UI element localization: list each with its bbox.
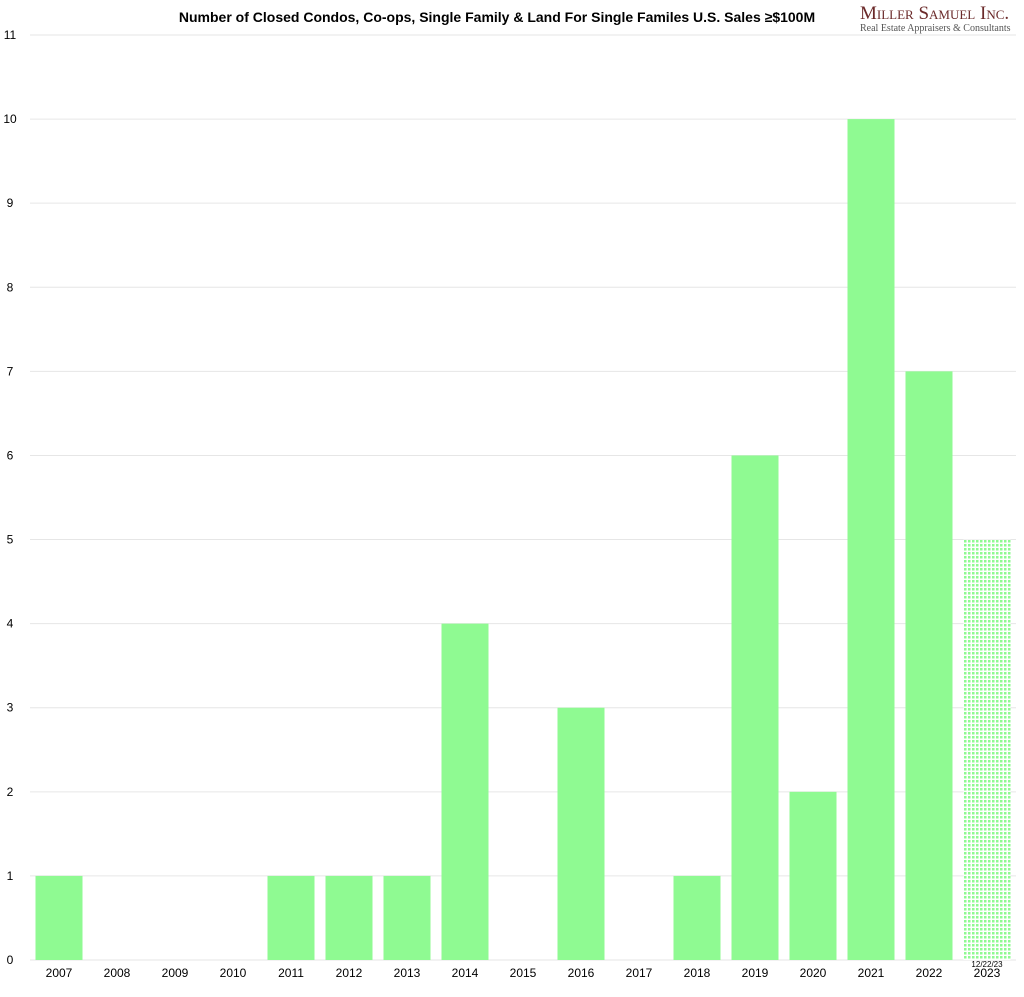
partial-year-note: 12/22/23 xyxy=(971,960,1003,969)
logo-name: Miller Samuel Inc. xyxy=(860,3,1009,24)
x-tick-label: 2018 xyxy=(684,966,711,980)
y-tick-label: 10 xyxy=(3,112,17,126)
y-tick-label: 9 xyxy=(7,196,14,210)
bar-2019 xyxy=(731,455,779,960)
bar-2021 xyxy=(847,119,895,960)
x-tick-label: 2010 xyxy=(220,966,247,980)
y-tick-label: 5 xyxy=(7,533,14,547)
y-tick-label: 1 xyxy=(7,869,14,883)
x-tick-label: 2011 xyxy=(278,966,304,980)
x-tick-label: 2022 xyxy=(916,966,943,980)
y-tick-label: 3 xyxy=(7,701,14,715)
logo-tagline: Real Estate Appraisers & Consultants xyxy=(860,23,1011,34)
x-tick-label: 2019 xyxy=(742,966,769,980)
x-tick-label: 2009 xyxy=(162,966,189,980)
bar-2011 xyxy=(267,875,315,960)
y-tick-label: 4 xyxy=(7,617,14,631)
x-tick-label: 2015 xyxy=(510,966,537,980)
x-tick-label: 2023 xyxy=(974,966,1001,980)
bar-2013 xyxy=(383,875,431,960)
bar-2014 xyxy=(441,623,489,960)
bar-2020 xyxy=(789,791,837,960)
bar-2023 xyxy=(963,539,1011,960)
bar-2018 xyxy=(673,875,721,960)
y-tick-label: 6 xyxy=(7,448,14,462)
x-tick-label: 2013 xyxy=(394,966,421,980)
bar-2007 xyxy=(35,875,83,960)
x-tick-label: 2012 xyxy=(336,966,363,980)
y-tick-label: 0 xyxy=(7,953,14,967)
x-tick-label: 2016 xyxy=(568,966,595,980)
y-tick-label: 7 xyxy=(7,364,14,378)
y-tick-label: 11 xyxy=(4,28,17,42)
x-tick-label: 2008 xyxy=(104,966,131,980)
bar-2012 xyxy=(325,875,373,960)
bar-2022 xyxy=(905,371,953,960)
y-tick-label: 2 xyxy=(7,785,14,799)
x-tick-label: 2014 xyxy=(452,966,479,980)
x-tick-label: 2017 xyxy=(626,966,653,980)
y-tick-label: 8 xyxy=(7,280,14,294)
chart-title: Number of Closed Condos, Co-ops, Single … xyxy=(179,9,815,25)
x-tick-label: 2020 xyxy=(800,966,827,980)
x-tick-label: 2021 xyxy=(858,966,885,980)
x-tick-label: 2007 xyxy=(46,966,73,980)
logo: Miller Samuel Inc. Real Estate Appraiser… xyxy=(860,3,1011,34)
bar-2016 xyxy=(557,707,605,960)
